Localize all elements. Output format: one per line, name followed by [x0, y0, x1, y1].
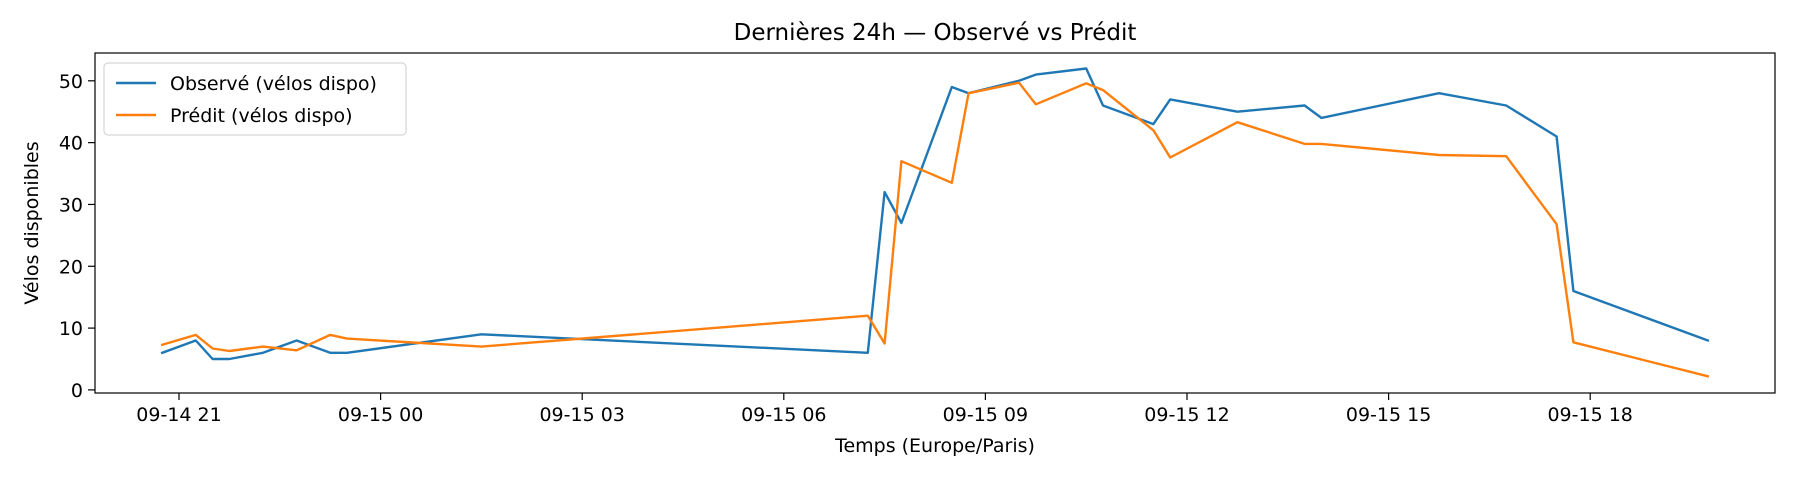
x-tick-label: 09-15 03: [539, 404, 624, 426]
x-tick-label: 09-15 12: [1144, 404, 1229, 426]
y-tick-label: 40: [59, 133, 83, 155]
y-axis: 0 10 20 30 40 50: [59, 71, 95, 402]
legend: Observé (vélos dispo) Prédit (vélos disp…: [103, 62, 407, 136]
x-tick-label: 09-15 06: [741, 404, 826, 426]
x-axis: 09-14 21 09-15 00 09-15 03 09-15 06 09-15 09…: [136, 393, 1633, 426]
y-tick-label: 20: [59, 256, 83, 278]
y-tick-label: 10: [59, 318, 83, 340]
x-tick-label: 09-15 15: [1346, 404, 1431, 426]
x-tick-label: 09-15 18: [1547, 404, 1632, 426]
y-tick-label: 30: [59, 194, 83, 216]
x-axis-label: Temps (Europe/Paris): [834, 435, 1035, 457]
series-line-predit: [160, 81, 1710, 378]
y-axis-label: Vélos disponibles: [21, 141, 43, 304]
chart-title: Dernières 24h — Observé vs Prédit: [734, 20, 1137, 46]
x-tick-label: 09-14 21: [136, 404, 221, 426]
x-tick-label: 09-15 00: [338, 404, 423, 426]
plot-frame: [94, 52, 1776, 394]
plot-area: [94, 52, 1776, 394]
legend-label-observe: Observé (vélos dispo): [170, 73, 377, 95]
legend-label-predit: Prédit (vélos dispo): [170, 105, 353, 127]
series-layer: [160, 67, 1710, 378]
y-tick-label: 0: [71, 380, 83, 402]
y-tick-label: 50: [59, 71, 83, 93]
legend-box: [103, 62, 407, 136]
x-tick-label: 09-15 09: [943, 404, 1028, 426]
